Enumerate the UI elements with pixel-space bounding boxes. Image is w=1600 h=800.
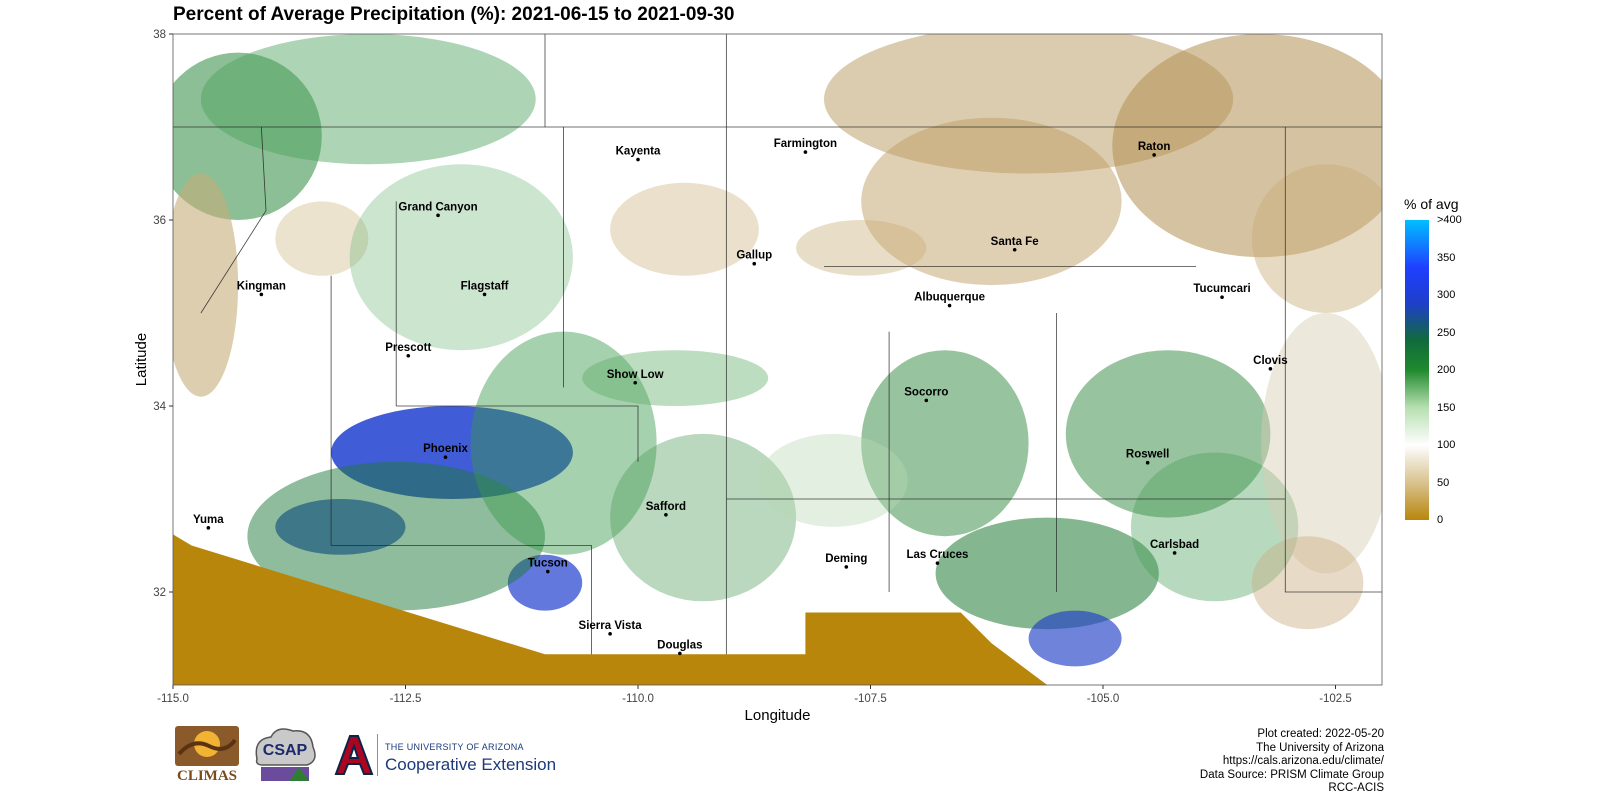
y-tick-label: 36 [153, 215, 166, 227]
ua-logo-small-text: THE UNIVERSITY OF ARIZONA [385, 742, 524, 752]
x-axis-label: Longitude [745, 707, 811, 724]
legend-tick-label: 300 [1437, 289, 1456, 301]
climas-logo-text: CLIMAS [177, 768, 237, 784]
city-label: Grand Canyon [398, 201, 477, 213]
x-tick-label: -112.5 [390, 693, 422, 705]
legend-tick-label: 50 [1437, 476, 1450, 489]
legend-title: % of avg [1404, 196, 1459, 212]
city-label: Yuma [193, 514, 224, 526]
credit-line: The University of Arizona [1256, 741, 1384, 754]
city-label: Las Cruces [906, 549, 968, 561]
city-marker [664, 513, 668, 517]
city-label: Socorro [904, 386, 948, 398]
city-marker [636, 157, 640, 162]
city-marker [443, 455, 448, 459]
city-label: Safford [646, 501, 686, 513]
credit-line: Plot created: 2022-05-20 [1257, 728, 1384, 740]
city-marker [935, 561, 940, 565]
city-marker [545, 569, 550, 574]
city-marker [482, 292, 487, 297]
city-marker [803, 150, 808, 154]
y-tick-label: 34 [153, 401, 166, 413]
no-data-region [173, 534, 1048, 685]
city-label: Roswell [1126, 449, 1169, 461]
x-tick-label: -107.5 [854, 693, 887, 705]
city-marker [206, 526, 211, 530]
legend-tick-label: 200 [1437, 364, 1456, 376]
city-label: Flagstaff [461, 280, 509, 292]
city-label: Carlsbad [1150, 539, 1199, 551]
city-label: Phoenix [423, 443, 468, 455]
city-label: Kayenta [616, 146, 661, 158]
legend-tick-label: 250 [1437, 326, 1456, 339]
legend-colorbar [1405, 220, 1429, 520]
city-label: Gallup [736, 250, 772, 262]
city-label: Santa Fe [991, 236, 1039, 248]
city-label: Tucumcari [1193, 283, 1250, 295]
plot-credits: Plot created: 2022-05-20 The University … [1200, 728, 1384, 796]
city-marker [633, 380, 638, 385]
city-marker [1145, 460, 1150, 465]
y-tick-label: 38 [153, 29, 166, 41]
y-axis-label: Latitude [133, 333, 150, 386]
legend-tick-label: 150 [1437, 401, 1456, 414]
chart-title: Percent of Average Precipitation (%): 20… [173, 4, 735, 25]
city-label: Prescott [385, 342, 431, 354]
city-label: Tucson [528, 558, 568, 570]
legend-tick-label: 0 [1437, 514, 1444, 526]
city-label: Albuquerque [914, 292, 985, 304]
x-tick-label: -105.0 [1087, 693, 1120, 705]
plot-frame [172, 33, 1383, 686]
x-tick-label: -102.5 [1319, 693, 1352, 705]
credit-line: RCC-ACIS [1328, 782, 1384, 794]
city-marker [1220, 295, 1224, 299]
legend-tick-label: 350 [1437, 251, 1456, 264]
city-marker [1152, 153, 1156, 157]
credit-line: https://cals.arizona.edu/climate/ [1222, 755, 1384, 767]
city-marker [1268, 367, 1273, 371]
y-tick-label: 32 [153, 587, 166, 599]
csap-logo: CSAP [249, 725, 321, 787]
city-label: Sierra Vista [579, 620, 643, 632]
climas-logo: CLIMAS [173, 724, 241, 786]
credit-line: Data Source: PRISM Climate Group [1199, 768, 1384, 781]
city-marker [1012, 247, 1017, 252]
city-marker [678, 651, 682, 656]
city-label: Farmington [774, 138, 837, 150]
city-marker [608, 632, 612, 636]
city-marker [406, 353, 411, 358]
city-label: Kingman [237, 280, 286, 292]
city-marker [436, 213, 440, 218]
city-marker [844, 565, 849, 569]
x-tick-label: -110.0 [622, 693, 654, 705]
x-tick-label: -115.0 [157, 693, 189, 705]
city-label: Show Low [607, 369, 664, 381]
city-label: Deming [825, 553, 867, 565]
city-marker [752, 261, 757, 266]
city-marker [947, 303, 952, 308]
legend-tick-label: 100 [1437, 439, 1456, 451]
ua-logo-big-text: Cooperative Extension [385, 755, 557, 774]
city-marker [924, 398, 929, 403]
city-marker [1172, 551, 1177, 555]
precipitation-field [173, 34, 1382, 685]
csap-logo-text: CSAP [263, 742, 308, 759]
city-label: Raton [1138, 141, 1171, 153]
ua-cooperative-extension-logo: THE UNIVERSITY OF ARIZONA Cooperative Ex… [330, 734, 575, 776]
city-label: Douglas [657, 639, 702, 651]
city-marker [259, 292, 264, 297]
legend-tick-label: >400 [1437, 214, 1462, 226]
city-label: Clovis [1253, 355, 1288, 367]
